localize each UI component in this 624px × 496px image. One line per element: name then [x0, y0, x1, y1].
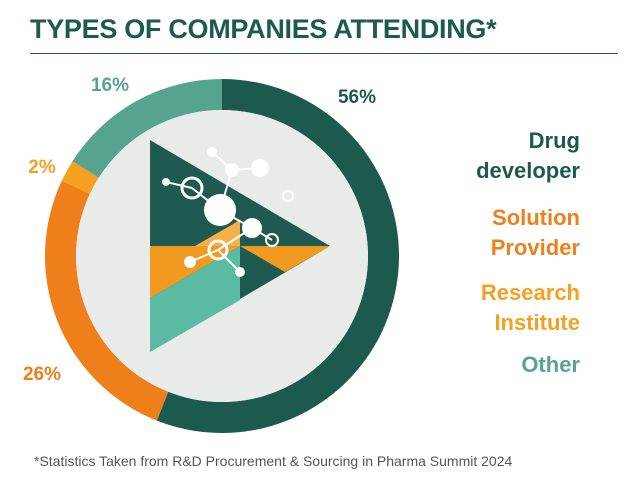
- value-label: 26%: [23, 364, 61, 385]
- donut-slice: [72, 79, 222, 178]
- legend-entry: Solution Provider: [490, 205, 580, 260]
- legend-entry: Drug developer: [476, 128, 580, 183]
- footnote: *Statistics Taken from R&D Procurement &…: [34, 453, 513, 469]
- chart-title: TYPES OF COMPANIES ATTENDING*: [30, 14, 497, 44]
- legend-entry: Research Institute: [480, 280, 580, 335]
- value-label: 16%: [91, 75, 129, 96]
- title-rule: [30, 53, 618, 54]
- value-label: 56%: [338, 87, 376, 108]
- donut-slice: [61, 161, 99, 194]
- legend-entry: Other: [521, 352, 580, 377]
- value-label: 2%: [28, 157, 56, 178]
- donut-slice: [45, 180, 169, 421]
- donut-slice: [156, 79, 399, 433]
- decoration: [150, 140, 330, 352]
